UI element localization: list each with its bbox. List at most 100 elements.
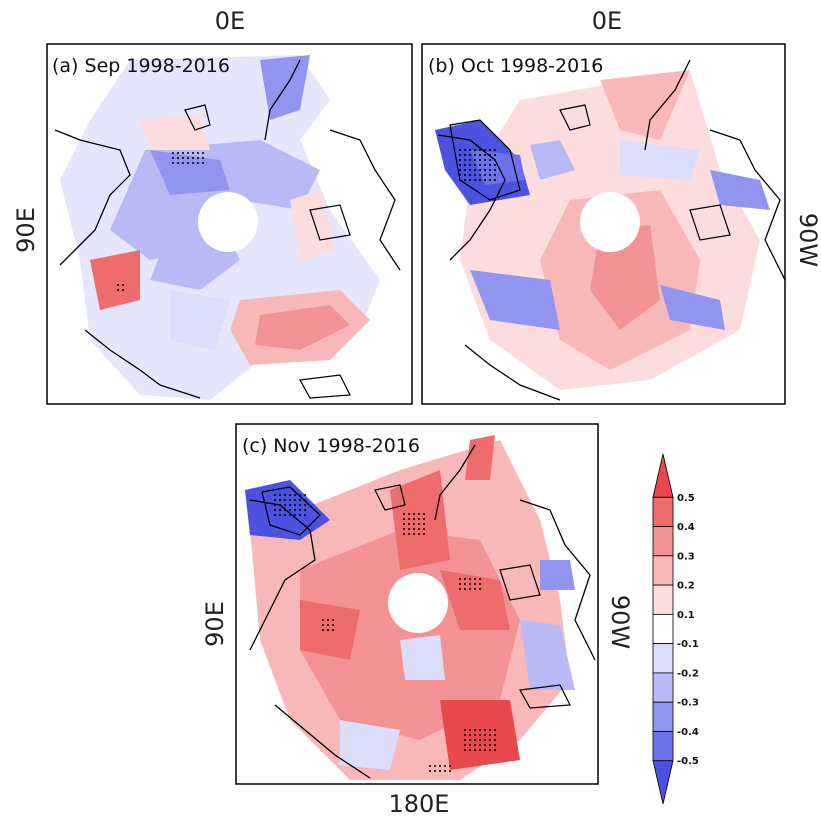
stipple-dot	[479, 169, 481, 171]
stipple-dot	[289, 509, 291, 511]
stipple-dot	[299, 514, 301, 516]
stipple-dot	[197, 157, 199, 159]
stipple-dot	[469, 169, 471, 171]
stipple-dot	[192, 157, 194, 159]
stipple-dot	[464, 583, 466, 585]
stipple-dot	[187, 162, 189, 164]
stipple-dot	[304, 514, 306, 516]
stipple-dot	[274, 494, 276, 496]
stipple-dot	[489, 739, 491, 741]
stipple-dot	[418, 513, 420, 515]
stipple-dot	[469, 749, 471, 751]
stipple-dot	[479, 734, 481, 736]
stipple-dot	[469, 744, 471, 746]
stipple-dot	[464, 749, 466, 751]
stipple-dot	[332, 624, 334, 626]
panel-b-top-label: 0E	[592, 7, 622, 35]
stipple-dot	[117, 284, 119, 286]
colorbar-tick-label: -0.5	[677, 756, 699, 767]
stipple-dot	[494, 729, 496, 731]
stipple-dot	[284, 514, 286, 516]
stipple-dot	[484, 164, 486, 166]
panel-c-bottom-label: 180E	[389, 790, 450, 818]
colorbar-segment	[652, 672, 674, 703]
stipple-dot	[479, 729, 481, 731]
stipple-dot	[459, 588, 461, 590]
stipple-dot	[474, 739, 476, 741]
colorbar-segment	[652, 584, 674, 615]
stipple-dot	[489, 154, 491, 156]
stipple-dot	[459, 578, 461, 580]
stipple-dot	[294, 499, 296, 501]
panel-c-field	[236, 424, 598, 784]
stipple-dot	[479, 578, 481, 580]
stipple-dot	[469, 159, 471, 161]
panel-a: (a) Sep 1998-2016 0E 90E	[12, 7, 413, 405]
stipple-dot	[439, 765, 441, 767]
stipple-dot	[494, 744, 496, 746]
colorbar-segment	[652, 555, 674, 586]
stipple-dot	[459, 154, 461, 156]
colorbar-tick-label: 0.3	[677, 551, 695, 562]
colorbar-segment	[652, 643, 674, 674]
stipple-dot	[322, 619, 324, 621]
colorbar-segment	[652, 526, 674, 557]
stipple-dot	[172, 162, 174, 164]
panel-c-left-label: 90E	[201, 601, 229, 647]
stipple-dot	[464, 578, 466, 580]
stipple-dot	[489, 149, 491, 151]
stipple-dot	[484, 169, 486, 171]
stipple-dot	[187, 152, 189, 154]
stipple-dot	[327, 629, 329, 631]
stipple-dot	[464, 159, 466, 161]
stipple-dot	[464, 744, 466, 746]
stipple-dot	[489, 164, 491, 166]
stipple-dot	[423, 533, 425, 535]
stipple-dot	[299, 509, 301, 511]
colorbar-segment	[652, 731, 674, 762]
stipple-dot	[484, 174, 486, 176]
stipple-dot	[322, 629, 324, 631]
stipple-dot	[484, 744, 486, 746]
stipple-dot	[449, 765, 451, 767]
stipple-dot	[469, 578, 471, 580]
stipple-dot	[479, 179, 481, 181]
stipple-dot	[182, 152, 184, 154]
stipple-dot	[479, 739, 481, 741]
stipple-dot	[197, 162, 199, 164]
stipple-dot	[284, 499, 286, 501]
stipple-dot	[403, 533, 405, 535]
colorbar-segment	[652, 453, 674, 498]
stipple-dot	[464, 149, 466, 151]
panel-c-right-label: 90W	[606, 595, 634, 649]
stipple-dot	[494, 159, 496, 161]
stipple-dot	[494, 174, 496, 176]
panel-a-field	[47, 44, 412, 404]
stipple-dot	[469, 734, 471, 736]
stipple-dot	[489, 159, 491, 161]
stipple-dot	[469, 729, 471, 731]
stipple-dot	[474, 578, 476, 580]
stipple-dot	[182, 157, 184, 159]
stipple-dot	[197, 152, 199, 154]
stipple-dot	[413, 528, 415, 530]
stipple-dot	[464, 174, 466, 176]
stipple-dot	[459, 583, 461, 585]
stipple-dot	[294, 509, 296, 511]
stipple-dot	[289, 499, 291, 501]
stipple-dot	[289, 504, 291, 506]
stipple-dot	[494, 734, 496, 736]
stipple-dot	[459, 179, 461, 181]
stipple-dot	[274, 504, 276, 506]
stipple-dot	[172, 152, 174, 154]
colorbar-tick-label: -0.4	[677, 727, 699, 738]
stipple-dot	[202, 152, 204, 154]
stipple-dot	[489, 169, 491, 171]
stipple-dot	[469, 588, 471, 590]
stipple-dot	[484, 729, 486, 731]
stipple-dot	[413, 513, 415, 515]
panel-a-frame	[46, 43, 413, 405]
stipple-dot	[494, 154, 496, 156]
stipple-dot	[187, 157, 189, 159]
colorbar-segment	[652, 613, 674, 645]
